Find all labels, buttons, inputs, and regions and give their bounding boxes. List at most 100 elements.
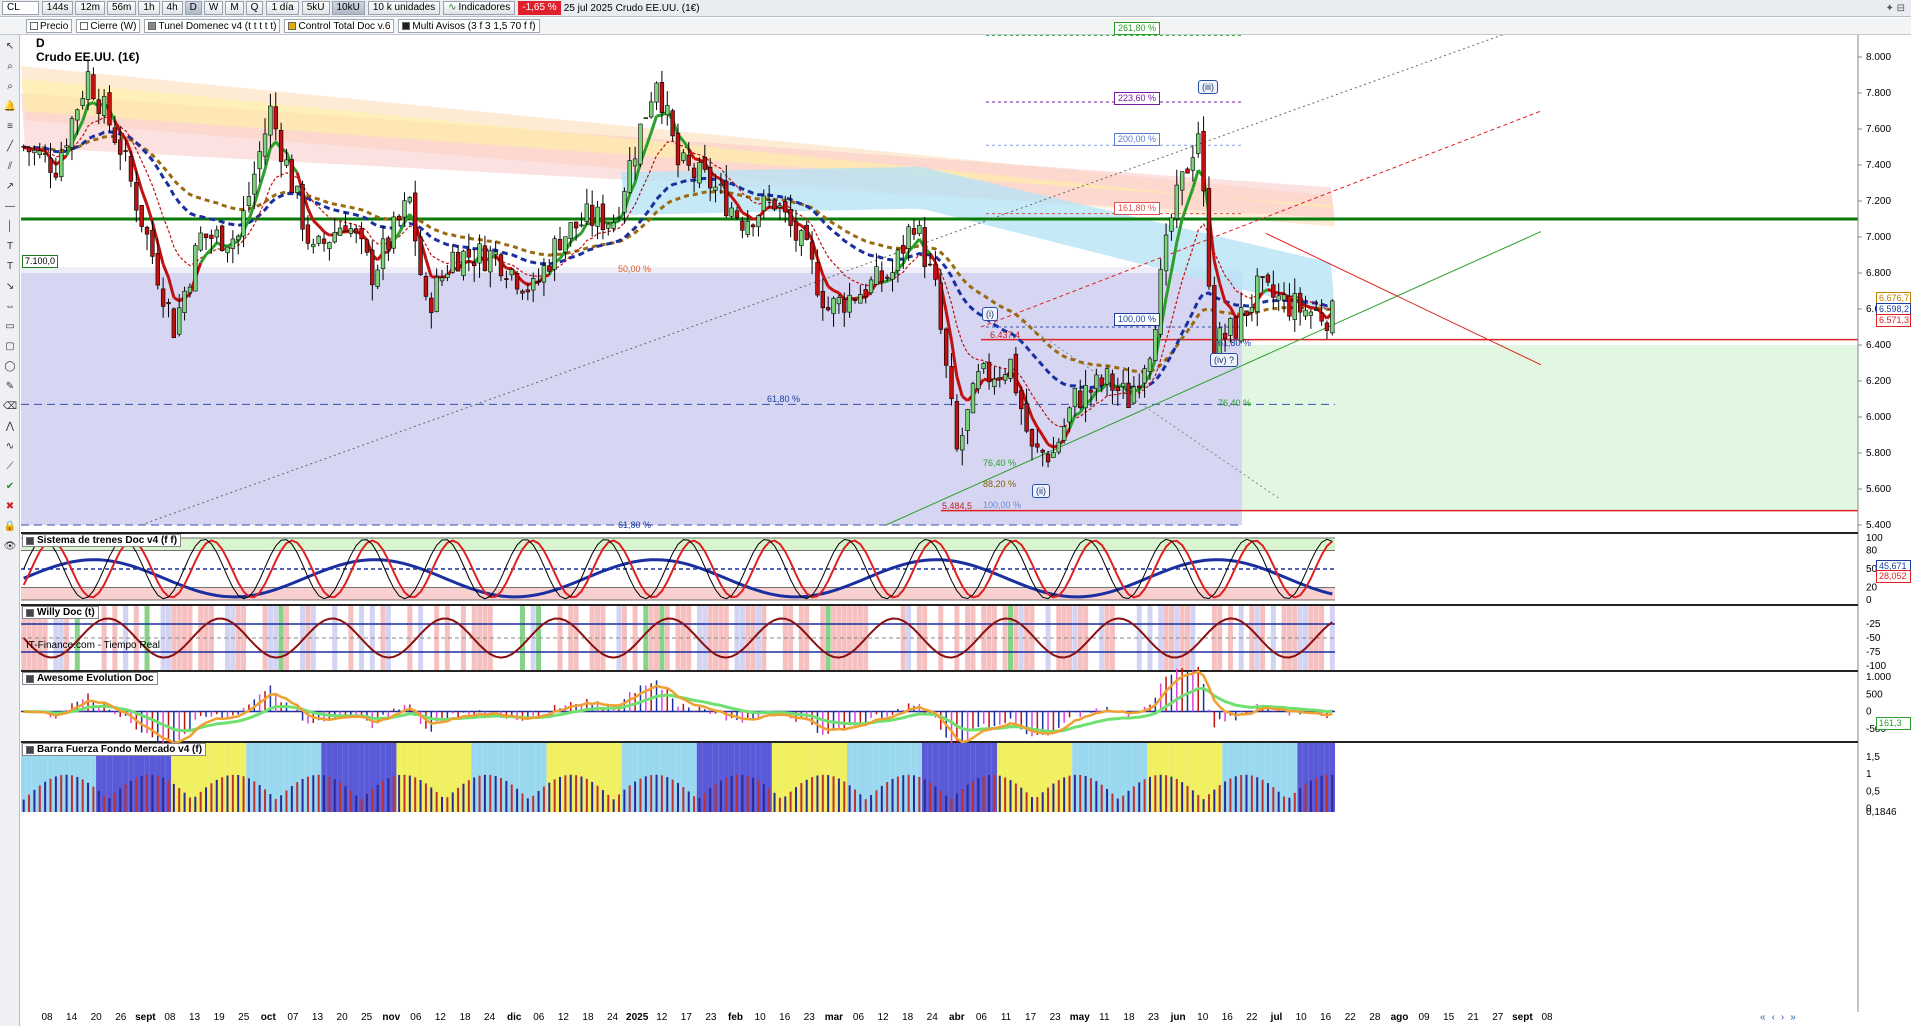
period-button[interactable]: 4h [161, 1, 183, 15]
period-button[interactable]: W [203, 1, 224, 15]
elliott-wave-label[interactable]: (i) [982, 307, 998, 321]
candle-body [134, 182, 139, 211]
ema-fast-segment [81, 104, 90, 122]
panel-toggle-icon[interactable] [26, 745, 34, 754]
check-icon[interactable]: ✔ [5, 480, 15, 492]
period-button[interactable]: M [225, 1, 244, 15]
fib-extension-label[interactable]: 100,00 % [1114, 313, 1161, 326]
candle-body [482, 245, 488, 271]
tool-icon[interactable]: ✦ ⊟ [1885, 2, 1905, 14]
ruler-icon[interactable]: ▭ [5, 320, 15, 332]
fib-extension-label[interactable]: 261,80 % [1114, 22, 1161, 35]
ema-fast-segment [950, 340, 959, 377]
cursor-icon[interactable]: ↖ [5, 40, 15, 52]
indicators-button[interactable]: ∿ Indicadores [443, 1, 516, 15]
brush-icon[interactable]: ✎ [5, 380, 15, 392]
period-button[interactable]: 144s [41, 1, 74, 15]
indicator-tag[interactable]: Cierre (W) [76, 19, 141, 33]
panel-toggle-icon[interactable] [26, 674, 34, 683]
candle-body [1110, 373, 1115, 391]
force-bar-bg [1050, 743, 1057, 812]
units-selector[interactable]: 10 k unidades [367, 1, 441, 15]
panel-title[interactable]: Willy Doc (t) [22, 606, 99, 619]
period-button[interactable]: 1h [138, 1, 160, 15]
scroll-start-icon[interactable]: « [1760, 1012, 1766, 1023]
eraser-icon[interactable]: ⌫ [2, 400, 18, 412]
period-button[interactable]: 12m [75, 1, 105, 15]
price-axis-label: 6.000 [1866, 412, 1891, 423]
willy-bar [283, 606, 289, 670]
panel-axis-label: 1.000 [1866, 672, 1891, 683]
bars-button[interactable]: 10kU [331, 1, 365, 15]
ema-fast-segment [881, 279, 888, 285]
down-trendline[interactable] [1265, 232, 1542, 366]
symbol-selector[interactable]: CL [2, 1, 39, 15]
candle-body [965, 409, 970, 432]
panel-title[interactable]: Barra Fuerza Fondo Mercado v4 (f) [22, 743, 207, 756]
indicator-tag[interactable]: Control Total Doc v.6 [284, 19, 395, 33]
scroll-back-icon[interactable]: ‹ [1771, 1012, 1775, 1023]
price-axis-label: 7.600 [1866, 124, 1891, 135]
text-icon[interactable]: T [6, 240, 14, 252]
candle-body [1056, 441, 1061, 453]
willy-bar [696, 606, 702, 670]
panel-title[interactable]: Awesome Evolution Doc [22, 672, 158, 685]
panel-toggle-icon[interactable] [26, 608, 34, 617]
arrow-icon[interactable]: ↘ [5, 280, 15, 292]
force-bar-bg [1211, 743, 1218, 812]
candle-body [101, 95, 107, 116]
zoom-icon[interactable]: ⌕ [7, 60, 13, 72]
zoom-out-icon[interactable]: ⌕ [7, 80, 13, 92]
elliott-wave-label[interactable]: (iv) ? [1210, 353, 1238, 367]
force-bar-bg [187, 743, 193, 812]
indicator-tag[interactable]: Multi Avisos (3 f 3 1,5 70 f f) [398, 19, 540, 33]
candle-body [734, 210, 740, 218]
force-bar-bg [691, 743, 697, 812]
fib-extension-label[interactable]: 223,60 % [1114, 92, 1161, 105]
ray-icon[interactable]: ↗ [5, 180, 15, 192]
candle-body [230, 238, 236, 249]
panel-toggle-icon[interactable] [26, 536, 34, 545]
force-bar-bg [428, 743, 434, 812]
ema-fast-segment [816, 257, 825, 276]
scroll-end-icon[interactable]: » [1790, 1012, 1796, 1023]
trend-icon[interactable]: ⟋ [6, 460, 14, 472]
force-bar-bg [702, 743, 708, 812]
bell-icon[interactable]: 🔔 [3, 100, 17, 112]
interval-selector[interactable]: 1 día [266, 1, 299, 15]
wave-icon[interactable]: ∿ [5, 440, 15, 452]
period-button[interactable]: 56m [106, 1, 137, 15]
ema-fast-segment [161, 263, 170, 278]
fibonacci-icon[interactable]: ≡ [7, 120, 13, 132]
text-box-icon[interactable]: T [6, 260, 14, 272]
panel-title[interactable]: Sistema de trenes Doc v4 (f f) [22, 534, 182, 547]
hline-icon[interactable]: ― [5, 200, 15, 212]
date-axis-label: jul [1270, 1012, 1283, 1023]
rect-icon[interactable]: ▢ [5, 340, 15, 352]
measure-icon[interactable]: ⇔ [5, 300, 15, 312]
lock-icon[interactable]: 🔒 [3, 520, 17, 532]
period-button[interactable]: D [184, 1, 202, 15]
date-axis-label: 14 [66, 1012, 78, 1023]
fib-extension-label[interactable]: 161,80 % [1114, 202, 1161, 215]
line-icon[interactable]: ╱ [6, 140, 14, 152]
bars-button[interactable]: 5kU [301, 1, 330, 15]
elliott-wave-label[interactable]: (ii) [1032, 484, 1050, 498]
elliott-wave-label[interactable]: (iii) [1198, 80, 1218, 94]
red-trendline[interactable] [980, 110, 1542, 328]
green-trendline[interactable] [885, 231, 1542, 526]
delete-icon[interactable]: ✖ [5, 500, 15, 512]
ellipse-icon[interactable]: ◯ [4, 360, 16, 372]
period-button[interactable]: Q [245, 1, 264, 15]
chart-canvas[interactable]: 8.2008.0007.8007.6007.4007.2007.0006.800… [21, 35, 1911, 1012]
vline-icon[interactable]: │ [6, 220, 14, 232]
scroll-forward-icon[interactable]: › [1780, 1012, 1785, 1023]
pattern-icon[interactable]: ⋀ [5, 420, 15, 432]
fib-extension-label[interactable]: 200,00 % [1114, 133, 1161, 146]
willy-bar [1067, 606, 1073, 670]
bar-buttons: 5kU 10kU [301, 1, 365, 15]
eye-icon[interactable]: 👁 [3, 540, 17, 552]
indicator-tag[interactable]: Precio [26, 19, 73, 33]
indicator-tag[interactable]: Tunel Domenec v4 (t t t t t) [144, 19, 281, 33]
channel-icon[interactable]: ⫽ [7, 160, 13, 172]
